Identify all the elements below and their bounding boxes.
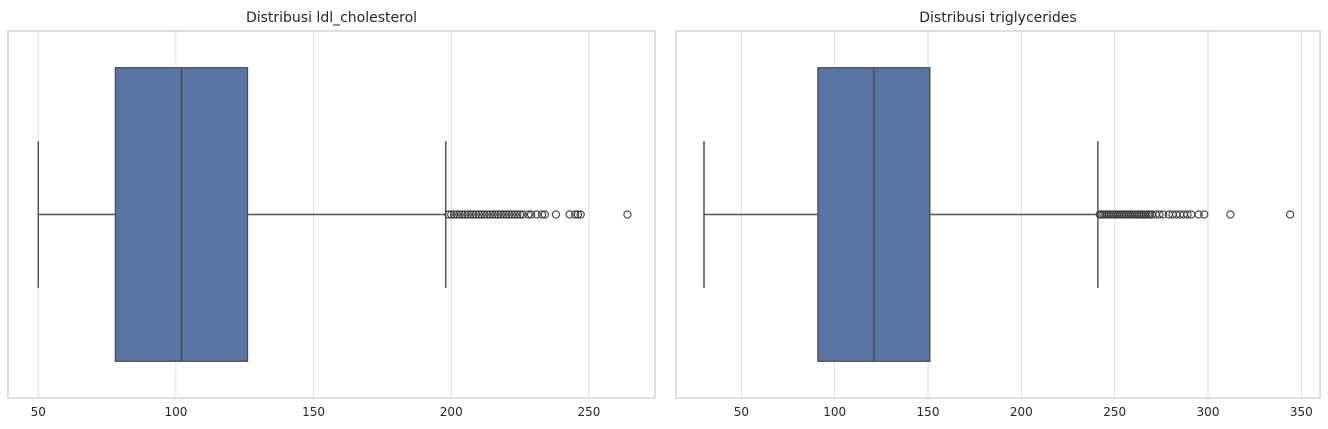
outlier-point [532,210,541,219]
outlier-point [513,210,522,219]
outlier-point [565,210,574,219]
plot-frame [7,30,656,399]
chart-title: Distribusi ldl_cholesterol [246,10,417,26]
outlier-point [510,210,519,219]
outlier-point [504,210,514,219]
outlier-point [571,210,580,219]
outlier-point [507,210,516,219]
x-tick-label: 200 [1010,405,1033,419]
outlier-point [526,210,536,219]
outlier-point [576,210,585,219]
outlier-point [502,210,511,219]
triglycerides-panel: Distribusi triglycerides 50 100 150 200 250 30… [675,10,1321,419]
plot-frame [675,30,1321,399]
outlier-point [447,210,456,219]
x-tick-label: 50 [734,405,749,419]
outlier-point [493,210,503,219]
ldl-cholesterol-panel: Distribusi ldl_cholesterol 50 100 150 200 250 [7,10,656,419]
outlier-point [1226,210,1235,219]
outlier-point [460,210,470,219]
x-tick-label: 150 [302,405,325,419]
outlier-point [1200,210,1209,219]
outlier-point [623,210,632,219]
outlier-point [463,210,472,219]
x-tick-label: 350 [1290,405,1313,419]
outlier-point [469,210,478,219]
outlier-point [1159,210,1168,219]
outlier-point [496,210,505,219]
outlier-point [488,210,497,219]
outlier-point [537,210,547,219]
outlier-point [573,210,583,219]
chart-title: Distribusi triglycerides [919,10,1076,26]
outlier-point [458,210,467,219]
outlier-point [499,210,508,219]
outlier-point [524,210,533,219]
outlier-point [518,210,527,219]
outlier-point [444,210,453,219]
outlier-point [1285,210,1295,219]
x-tick-label: 300 [1197,405,1220,419]
outlier-point [474,210,483,219]
outlier-point [1194,210,1203,219]
outlier-point [1183,210,1192,219]
x-tick-label: 200 [440,405,463,419]
outlier-point [491,210,500,219]
outlier-point [471,210,481,219]
x-tick-label: 250 [1103,405,1126,419]
x-tick-label: 150 [917,405,940,419]
outlier-point [485,210,494,219]
outlier-point [551,210,561,219]
outlier-point [455,210,464,219]
outlier-point [466,210,475,219]
outlier-point [482,210,492,219]
outlier-point [449,210,459,219]
outlier-point [540,210,550,219]
outlier-point [452,210,461,219]
x-tick-label: 250 [577,405,600,419]
outlier-point [515,210,525,219]
x-tick-label: 50 [31,405,46,419]
x-tick-label: 100 [823,405,846,419]
outlier-point [480,210,489,219]
outlier-point [1155,210,1164,219]
x-tick-label: 100 [164,405,187,419]
outlier-point [477,210,486,219]
